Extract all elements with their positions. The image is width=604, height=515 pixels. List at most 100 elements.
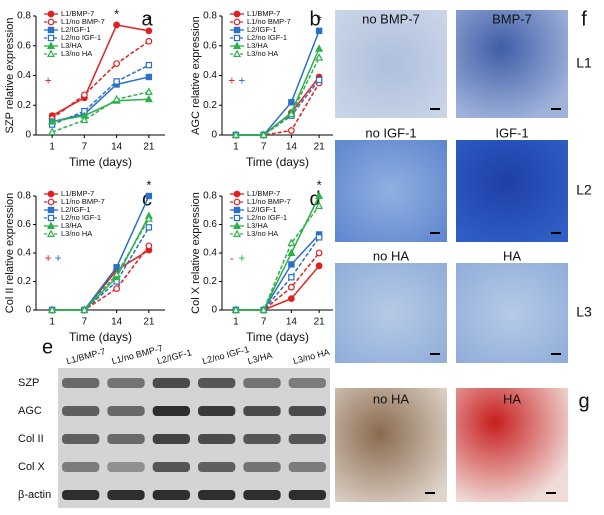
- legend-label: L2/no IGF-1: [61, 33, 101, 42]
- scale-bar: [551, 232, 561, 234]
- band: [62, 462, 100, 472]
- legend-label: L2/IGF-1: [247, 205, 277, 214]
- image: [456, 263, 568, 363]
- scale-bar: [430, 232, 440, 234]
- y-tick-label: 0.6: [203, 40, 217, 51]
- band: [243, 490, 281, 500]
- x-axis-label: Time (days): [246, 330, 309, 344]
- marker-symbol: +: [238, 74, 245, 88]
- point: [47, 214, 55, 222]
- legend-label: L2/no IGF-1: [247, 33, 287, 42]
- panel-label: g: [578, 390, 589, 412]
- image-caption: HA: [503, 248, 521, 263]
- series-line: [52, 245, 150, 311]
- point: [315, 234, 323, 241]
- lane-label: L3/no HA: [292, 347, 331, 366]
- point: [233, 190, 241, 198]
- point: [315, 249, 323, 257]
- point: [145, 242, 153, 250]
- point: [231, 305, 240, 313]
- point: [113, 264, 120, 271]
- legend-label: L1/BMP-7: [247, 189, 280, 198]
- point: [232, 49, 242, 57]
- image-caption: BMP-7: [492, 11, 532, 26]
- legend-label: L1/no BMP-7: [247, 197, 291, 206]
- legend-label: L2/IGF-1: [61, 25, 91, 34]
- y-tick-label: 0: [25, 305, 31, 316]
- point: [144, 87, 153, 95]
- point: [315, 44, 324, 52]
- significance: *: [114, 6, 119, 21]
- y-tick-label: 0.4: [203, 248, 217, 259]
- image-caption: HA: [503, 391, 521, 406]
- point: [145, 73, 153, 81]
- point: [288, 274, 295, 281]
- point: [315, 76, 323, 84]
- point: [287, 248, 296, 256]
- point: [233, 34, 241, 42]
- band: [107, 490, 145, 500]
- legend-label: L3/HA: [247, 41, 268, 50]
- row-label: SZP: [18, 377, 39, 389]
- scale-bar: [425, 492, 435, 494]
- legend-label: L3/no HA: [61, 229, 92, 238]
- lane-label: L2/no IGF-1: [201, 344, 250, 366]
- point: [47, 18, 55, 26]
- scale-bar: [430, 353, 440, 355]
- band: [288, 378, 326, 388]
- point: [47, 26, 55, 34]
- series-line: [51, 64, 150, 126]
- series-line: [52, 218, 150, 311]
- point: [80, 305, 89, 313]
- x-tick-label: 21: [314, 317, 326, 328]
- x-axis-label: Time (days): [69, 155, 132, 169]
- y-axis-label: SZP relative expression: [4, 18, 16, 134]
- point: [144, 214, 153, 222]
- x-tick-label: 14: [111, 142, 123, 153]
- significance: *: [317, 177, 322, 192]
- panel-label: d: [309, 188, 320, 210]
- band: [62, 490, 100, 500]
- y-tick-label: 0: [211, 130, 217, 141]
- legend-label: L3/no HA: [247, 49, 278, 58]
- point: [233, 206, 241, 214]
- lane-label: L1/no BMP-7: [111, 343, 164, 366]
- point: [145, 27, 153, 35]
- blot-background: [58, 368, 330, 508]
- row-label: Col II: [18, 433, 44, 445]
- y-tick-label: 0.8: [203, 11, 217, 22]
- significance: *: [317, 12, 322, 27]
- x-tick-label: 1: [233, 142, 239, 153]
- image: [335, 10, 447, 118]
- series-line: [52, 226, 150, 311]
- point: [113, 21, 121, 29]
- point: [233, 198, 241, 206]
- point: [48, 127, 57, 136]
- band: [62, 434, 100, 444]
- point: [47, 10, 55, 18]
- point: [315, 201, 324, 209]
- y-tick-label: 0.2: [203, 276, 217, 287]
- point: [46, 41, 56, 49]
- row-label: AGC: [18, 405, 42, 417]
- y-tick-label: 0.2: [17, 276, 31, 287]
- y-axis-label: Col II relative expression: [4, 193, 16, 313]
- legend-label: L1/no BMP-7: [247, 17, 291, 26]
- x-tick-label: 1: [233, 317, 239, 328]
- band: [288, 490, 326, 500]
- band: [152, 490, 190, 500]
- x-tick-label: 7: [261, 317, 267, 328]
- point: [315, 53, 324, 61]
- legend-label: L1/BMP-7: [61, 9, 94, 18]
- significance: *: [146, 12, 151, 27]
- image-caption: IGF-1: [495, 125, 528, 140]
- x-tick-label: 14: [286, 317, 298, 328]
- series-line: [51, 40, 150, 120]
- y-tick-label: 0.4: [203, 70, 217, 81]
- band: [198, 406, 236, 416]
- point: [46, 49, 56, 57]
- point: [233, 26, 241, 34]
- series-line: [235, 57, 320, 136]
- y-tick-label: 0.4: [17, 248, 31, 259]
